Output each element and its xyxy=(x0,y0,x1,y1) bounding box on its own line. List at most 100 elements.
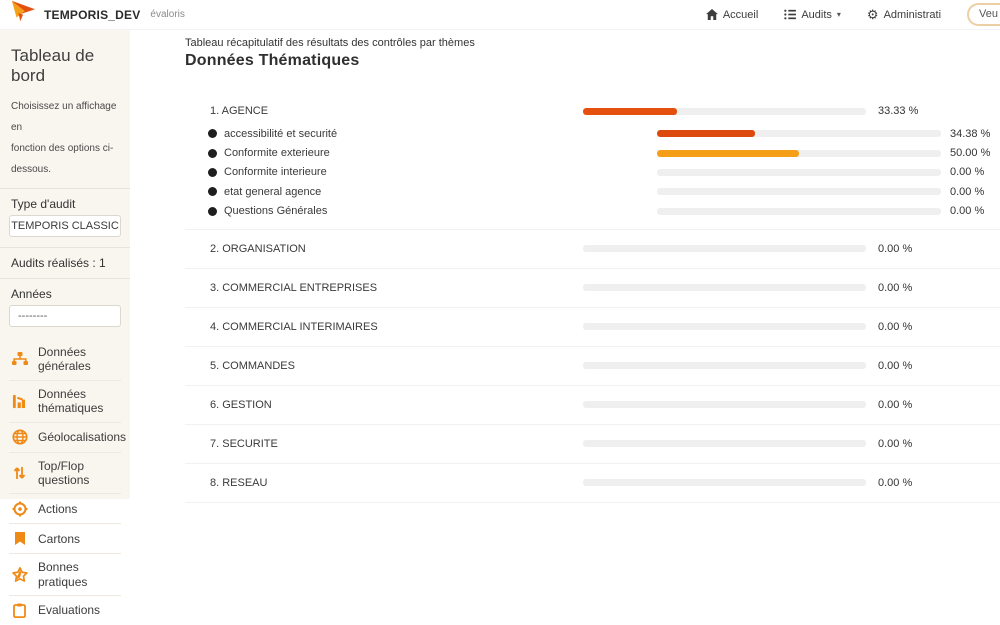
theme-group: 5. COMMANDES 0.00 % xyxy=(185,347,1000,386)
theme-label: 8. RESEAU xyxy=(210,476,268,489)
theme-group: 8. RESEAU 0.00 % xyxy=(185,464,1000,503)
bookmark-icon xyxy=(11,530,28,547)
years-select[interactable]: -------- xyxy=(9,305,121,327)
years-label: Années xyxy=(11,287,52,301)
main-content: Tableau récapitulatif des résultats des … xyxy=(130,30,1000,503)
theme-value: 34.38 % xyxy=(950,127,991,140)
sidebar-item-donnees-thematiques[interactable]: Données thématiques xyxy=(9,379,121,422)
sidebar-item-label: Bonnes pratiques xyxy=(38,560,88,589)
theme-group: 2. ORGANISATION 0.00 % xyxy=(185,230,1000,269)
sidebar-item-cartons[interactable]: Cartons xyxy=(9,523,121,553)
theme-value: 0.00 % xyxy=(950,185,985,198)
sidebar-item-actions[interactable]: Actions xyxy=(9,493,121,523)
list-icon xyxy=(784,9,797,20)
bullet-icon xyxy=(208,167,217,177)
theme-value: 0.00 % xyxy=(878,398,913,411)
progress-bar-track xyxy=(583,401,866,409)
sidebar-title: Tableau de bord xyxy=(11,46,95,85)
themes-list: 1. AGENCE 33.33 % accessibilité et securit… xyxy=(185,96,1000,503)
theme-label: 7. SECURITE xyxy=(210,437,278,450)
topbar: TEMPORIS_DEV évaloris Accueil Audits ▾ ⚙… xyxy=(0,0,1000,30)
theme-sub-label-text: etat general agence xyxy=(224,185,322,198)
sort-icon xyxy=(11,464,28,481)
progress-bar-track xyxy=(583,284,866,292)
theme-sub-label-text: Conformite interieure xyxy=(224,166,327,179)
sidebar-subtitle-line1: Choisissez un affichage en xyxy=(11,101,117,133)
progress-bar-track xyxy=(583,245,866,253)
sidebar-subtitle-line2: fonction des options ci-dessous. xyxy=(11,143,114,175)
sidebar-item-evaluations[interactable]: Evaluations xyxy=(9,595,121,625)
progress-bar-fill xyxy=(583,107,678,115)
theme-value: 0.00 % xyxy=(878,359,913,372)
theme-value: 33.33 % xyxy=(878,105,919,117)
divider xyxy=(0,278,130,279)
theme-sub-label: accessibilité et securité xyxy=(185,128,657,140)
sidebar: Tableau de bord Choisissez un affichage … xyxy=(0,30,130,619)
bullet-icon xyxy=(208,206,217,216)
theme-group: 3. COMMERCIAL ENTREPRISES 0.00 % xyxy=(185,269,1000,308)
page-subtitle: Tableau récapitulatif des résultats des … xyxy=(185,37,475,49)
top-navigation: Accueil Audits ▾ ⚙ Administrati Veu xyxy=(705,3,1000,26)
star-icon xyxy=(11,566,28,583)
theme-sub-row: Conformite interieure 0.00 % xyxy=(185,163,1000,182)
theme-value: 0.00 % xyxy=(878,242,913,255)
theme-sub-label: Questions Générales xyxy=(185,205,657,217)
progress-bar-track xyxy=(657,188,941,196)
logo-paper-plane-icon xyxy=(10,0,36,29)
nav-administration[interactable]: ⚙ Administrati xyxy=(867,8,941,21)
theme-label: 1. AGENCE xyxy=(210,105,269,117)
gear-icon: ⚙ xyxy=(866,7,879,22)
divider xyxy=(0,188,130,189)
user-pill-button[interactable]: Veu xyxy=(967,3,1000,26)
target-icon xyxy=(11,500,28,517)
theme-sub-label: etat general agence xyxy=(185,186,657,198)
nav-accueil-label: Accueil xyxy=(722,8,759,21)
progress-bar-track xyxy=(583,107,866,115)
theme-sub-row: Questions Générales 0.00 % xyxy=(185,202,1000,221)
chevron-down-icon: ▾ xyxy=(836,10,841,19)
theme-group: 7. SECURITE 0.00 % xyxy=(185,425,1000,464)
theme-value: 0.00 % xyxy=(950,205,985,218)
progress-bar-track xyxy=(657,149,941,157)
theme-row: 5. COMMANDES 0.00 % xyxy=(185,360,1000,372)
sidebar-item-bonnes-pratiques[interactable]: Bonnes pratiques xyxy=(9,553,121,595)
sidebar-item-top-flop-questions[interactable]: Top/Flop questions xyxy=(9,451,121,494)
theme-sub-label: Conformite exterieure xyxy=(185,147,657,159)
progress-bar-track xyxy=(583,479,866,487)
progress-bar-track xyxy=(657,168,941,176)
theme-row: 8. RESEAU 0.00 % xyxy=(185,477,1000,489)
theme-value: 0.00 % xyxy=(878,281,913,294)
theme-sub-label: Conformite interieure xyxy=(185,166,657,178)
theme-value: 0.00 % xyxy=(878,320,913,333)
progress-bar-fill xyxy=(657,149,799,157)
chart-icon xyxy=(11,393,28,410)
theme-sub-row: Conformite exterieure 50.00 % xyxy=(185,143,1000,162)
theme-group: 4. COMMERCIAL INTERIMAIRES 0.00 % xyxy=(185,308,1000,347)
sidebar-item-label: Géolocalisations xyxy=(38,429,127,444)
theme-group: 1. AGENCE 33.33 % accessibilité et securit… xyxy=(185,96,1000,230)
brand[interactable]: TEMPORIS_DEV évaloris xyxy=(0,0,185,29)
theme-group: 6. GESTION 0.00 % xyxy=(185,386,1000,425)
nav-accueil[interactable]: Accueil xyxy=(705,8,759,21)
sidebar-item-label: Cartons xyxy=(38,531,81,546)
sidebar-menu: Données générales Données thématiques Géol… xyxy=(9,339,126,625)
audit-type-label: Type d'audit xyxy=(11,197,76,211)
sidebar-item-donnees-generales[interactable]: Données générales xyxy=(9,339,121,380)
divider xyxy=(0,247,130,248)
sidebar-item-geolocalisations[interactable]: Géolocalisations xyxy=(9,421,126,452)
progress-bar-track xyxy=(583,323,866,331)
bullet-icon xyxy=(208,148,217,158)
audits-count: Audits réalisés : 1 xyxy=(11,256,106,270)
clipboard-icon xyxy=(11,602,28,619)
theme-row: 6. GESTION 0.00 % xyxy=(185,399,1000,411)
brand-name: TEMPORIS_DEV xyxy=(44,7,141,22)
audit-type-select[interactable]: TEMPORIS CLASSIC xyxy=(9,215,121,237)
theme-sub-block: accessibilité et securité 34.38 % Conformi… xyxy=(185,124,1000,221)
bullet-icon xyxy=(208,187,217,197)
theme-value: 0.00 % xyxy=(878,437,913,450)
theme-row: 3. COMMERCIAL ENTREPRISES 0.00 % xyxy=(185,282,1000,294)
home-icon xyxy=(705,9,718,20)
nav-audits[interactable]: Audits ▾ xyxy=(784,9,841,21)
theme-value: 0.00 % xyxy=(878,476,913,489)
sidebar-item-label: Actions xyxy=(38,501,78,516)
